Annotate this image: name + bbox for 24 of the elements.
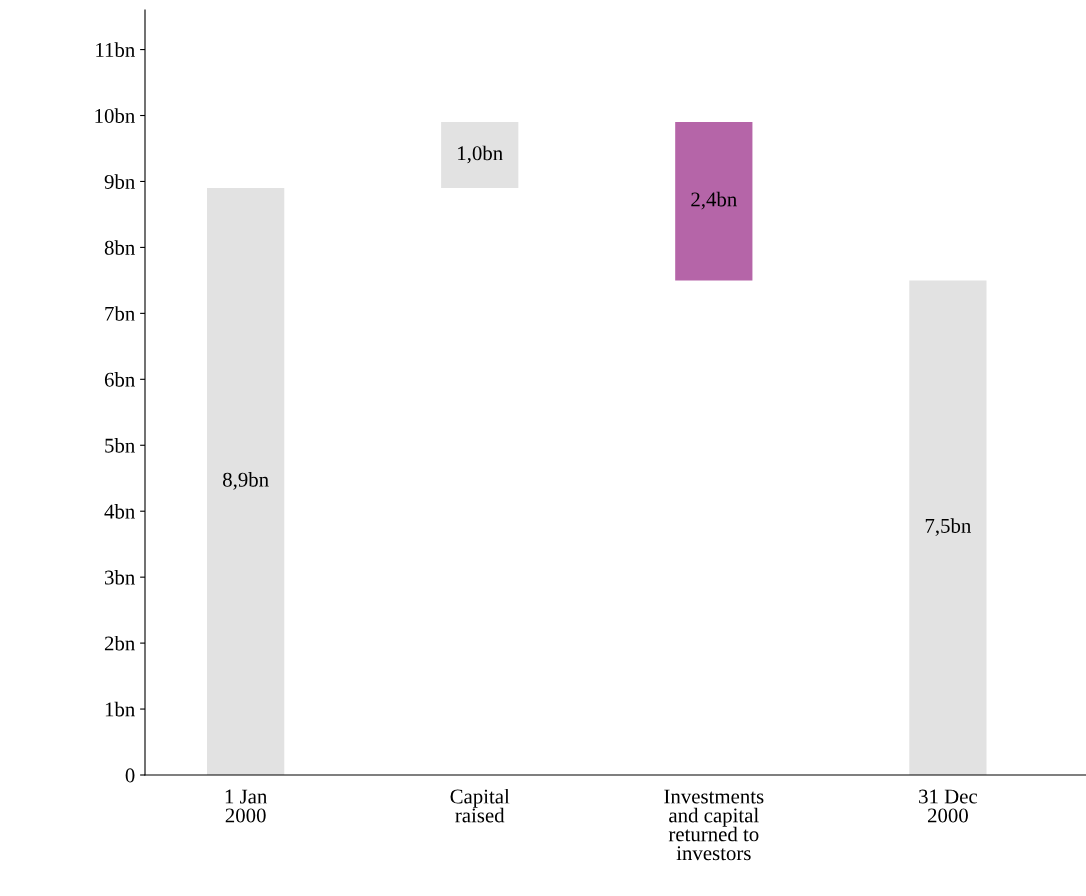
bar [441,122,519,189]
y-tick-label: 11bn [96,42,135,57]
data-label: 8,9bn [223,472,269,490]
y-tick-label: 7bn [105,306,135,321]
x-tick-label: 1 Jan 2000 [225,789,268,823]
y-tick-label: 0 [125,768,135,783]
x-tick-label: Capital raised [450,788,510,823]
y-tick-label: 9bn [104,174,135,189]
data-label: 7,5bn [925,518,972,536]
x-tick-label: 31 Dec 2000 [919,789,978,823]
y-tick-label: 10bn [95,108,135,123]
x-tick-label: Investments and capital returned to investors [664,789,764,861]
data-label: 1,0bn [458,145,503,164]
bar [207,188,285,775]
y-tick-label: 6bn [104,372,135,387]
bar [675,122,753,281]
y-tick-label: 3bn [105,569,135,585]
y-tick-label: 8bn [104,240,135,255]
y-tick-label: 1bn [105,701,135,717]
y-tick-label: 4bn [104,503,135,519]
y-tick-label: 2bn [104,635,135,651]
data-label: 2,4bn [691,191,737,210]
y-tick-label: 5bn [105,438,135,453]
bar [909,280,987,775]
